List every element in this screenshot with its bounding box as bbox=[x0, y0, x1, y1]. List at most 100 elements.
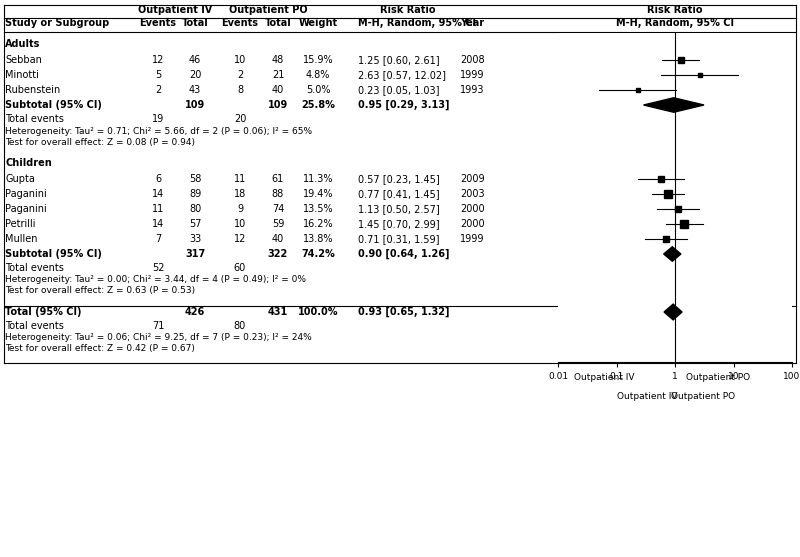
Text: 100.0%: 100.0% bbox=[298, 307, 338, 317]
Text: 5.0%: 5.0% bbox=[306, 85, 330, 95]
Text: 14: 14 bbox=[152, 219, 164, 229]
Text: Test for overall effect: Z = 0.42 (P = 0.67): Test for overall effect: Z = 0.42 (P = 0… bbox=[5, 344, 195, 354]
Text: Sebban: Sebban bbox=[5, 55, 42, 65]
Polygon shape bbox=[664, 247, 681, 261]
Text: 1999: 1999 bbox=[460, 70, 485, 80]
Text: 13.5%: 13.5% bbox=[302, 204, 334, 214]
Text: Total events: Total events bbox=[5, 114, 64, 124]
Text: Year: Year bbox=[460, 18, 484, 28]
Polygon shape bbox=[664, 304, 682, 320]
Text: 25.8%: 25.8% bbox=[301, 100, 335, 110]
Text: Rubenstein: Rubenstein bbox=[5, 85, 60, 95]
Text: 11.3%: 11.3% bbox=[302, 174, 334, 184]
Text: 20: 20 bbox=[189, 70, 201, 80]
Text: 0.93 [0.65, 1.32]: 0.93 [0.65, 1.32] bbox=[358, 307, 450, 317]
Text: 11: 11 bbox=[152, 204, 164, 214]
Text: 0.71 [0.31, 1.59]: 0.71 [0.31, 1.59] bbox=[358, 234, 439, 244]
Text: 12: 12 bbox=[234, 234, 246, 244]
Text: 10: 10 bbox=[234, 55, 246, 65]
Text: 12: 12 bbox=[152, 55, 164, 65]
Text: Test for overall effect: Z = 0.63 (P = 0.53): Test for overall effect: Z = 0.63 (P = 0… bbox=[5, 286, 195, 296]
Text: 48: 48 bbox=[272, 55, 284, 65]
Text: 431: 431 bbox=[268, 307, 288, 317]
Text: 16.2%: 16.2% bbox=[302, 219, 334, 229]
Text: 426: 426 bbox=[185, 307, 205, 317]
Text: 58: 58 bbox=[189, 174, 201, 184]
Text: 8: 8 bbox=[237, 85, 243, 95]
Text: 18: 18 bbox=[234, 189, 246, 199]
Text: 71: 71 bbox=[152, 321, 164, 331]
Text: 89: 89 bbox=[189, 189, 201, 199]
Text: 19.4%: 19.4% bbox=[302, 189, 334, 199]
Text: 57: 57 bbox=[189, 219, 202, 229]
Text: Outpatient IV: Outpatient IV bbox=[617, 392, 677, 400]
Text: 80: 80 bbox=[189, 204, 201, 214]
Text: Minotti: Minotti bbox=[5, 70, 39, 80]
Text: Mullen: Mullen bbox=[5, 234, 38, 244]
Text: 33: 33 bbox=[189, 234, 201, 244]
Text: 4.8%: 4.8% bbox=[306, 70, 330, 80]
Text: 1.25 [0.60, 2.61]: 1.25 [0.60, 2.61] bbox=[358, 55, 440, 65]
Text: 7: 7 bbox=[155, 234, 161, 244]
Text: 43: 43 bbox=[189, 85, 201, 95]
Text: Outpatient IV: Outpatient IV bbox=[138, 5, 212, 15]
Text: Subtotal (95% CI): Subtotal (95% CI) bbox=[5, 100, 102, 110]
Text: Risk Ratio: Risk Ratio bbox=[647, 5, 702, 15]
Text: Study or Subgroup: Study or Subgroup bbox=[5, 18, 110, 28]
Text: 0.90 [0.64, 1.26]: 0.90 [0.64, 1.26] bbox=[358, 249, 450, 259]
Text: 2.63 [0.57, 12.02]: 2.63 [0.57, 12.02] bbox=[358, 70, 446, 80]
Polygon shape bbox=[643, 98, 704, 113]
Text: 15.9%: 15.9% bbox=[302, 55, 334, 65]
Text: Subtotal (95% CI): Subtotal (95% CI) bbox=[5, 249, 102, 259]
Text: Petrilli: Petrilli bbox=[5, 219, 35, 229]
Text: Total (95% CI): Total (95% CI) bbox=[5, 307, 82, 317]
Text: 109: 109 bbox=[268, 100, 288, 110]
Text: 2: 2 bbox=[155, 85, 161, 95]
Text: 10: 10 bbox=[234, 219, 246, 229]
Text: Heterogeneity: Tau² = 0.00; Chi² = 3.44, df = 4 (P = 0.49); I² = 0%: Heterogeneity: Tau² = 0.00; Chi² = 3.44,… bbox=[5, 276, 306, 285]
Text: 1.13 [0.50, 2.57]: 1.13 [0.50, 2.57] bbox=[358, 204, 440, 214]
Text: 19: 19 bbox=[152, 114, 164, 124]
Text: 59: 59 bbox=[272, 219, 284, 229]
Text: Children: Children bbox=[5, 158, 52, 168]
Text: 13.8%: 13.8% bbox=[302, 234, 334, 244]
Text: 9: 9 bbox=[237, 204, 243, 214]
Text: 2000: 2000 bbox=[460, 204, 485, 214]
Text: Total: Total bbox=[265, 18, 291, 28]
Text: Test for overall effect: Z = 0.08 (P = 0.94): Test for overall effect: Z = 0.08 (P = 0… bbox=[5, 138, 195, 146]
Text: 2008: 2008 bbox=[460, 55, 485, 65]
Text: 0.95 [0.29, 3.13]: 0.95 [0.29, 3.13] bbox=[358, 100, 450, 110]
Text: 61: 61 bbox=[272, 174, 284, 184]
Text: 74: 74 bbox=[272, 204, 284, 214]
Text: 40: 40 bbox=[272, 234, 284, 244]
Text: 60: 60 bbox=[234, 263, 246, 273]
Text: 74.2%: 74.2% bbox=[301, 249, 335, 259]
Text: 80: 80 bbox=[234, 321, 246, 331]
Text: 0.77 [0.41, 1.45]: 0.77 [0.41, 1.45] bbox=[358, 189, 440, 199]
Text: Heterogeneity: Tau² = 0.71; Chi² = 5.66, df = 2 (P = 0.06); I² = 65%: Heterogeneity: Tau² = 0.71; Chi² = 5.66,… bbox=[5, 126, 312, 135]
Text: 46: 46 bbox=[189, 55, 201, 65]
Text: 109: 109 bbox=[185, 100, 205, 110]
Text: Outpatient IV: Outpatient IV bbox=[574, 373, 634, 382]
Text: M-H, Random, 95% CI: M-H, Random, 95% CI bbox=[616, 18, 734, 28]
Text: 1999: 1999 bbox=[460, 234, 485, 244]
Text: 20: 20 bbox=[234, 114, 246, 124]
Text: Events: Events bbox=[139, 18, 177, 28]
Text: Total: Total bbox=[182, 18, 208, 28]
Text: Risk Ratio: Risk Ratio bbox=[380, 5, 436, 15]
Text: 5: 5 bbox=[155, 70, 161, 80]
Text: Paganini: Paganini bbox=[5, 204, 46, 214]
Text: 6: 6 bbox=[155, 174, 161, 184]
Text: 88: 88 bbox=[272, 189, 284, 199]
Text: Adults: Adults bbox=[5, 39, 40, 49]
Text: Events: Events bbox=[222, 18, 258, 28]
Text: Gupta: Gupta bbox=[5, 174, 35, 184]
Text: 322: 322 bbox=[268, 249, 288, 259]
Text: 2003: 2003 bbox=[460, 189, 485, 199]
Text: 1.45 [0.70, 2.99]: 1.45 [0.70, 2.99] bbox=[358, 219, 440, 229]
Text: Total events: Total events bbox=[5, 263, 64, 273]
Text: Outpatient PO: Outpatient PO bbox=[686, 373, 750, 382]
Text: 2000: 2000 bbox=[460, 219, 485, 229]
Text: Outpatient PO: Outpatient PO bbox=[229, 5, 307, 15]
Text: 11: 11 bbox=[234, 174, 246, 184]
